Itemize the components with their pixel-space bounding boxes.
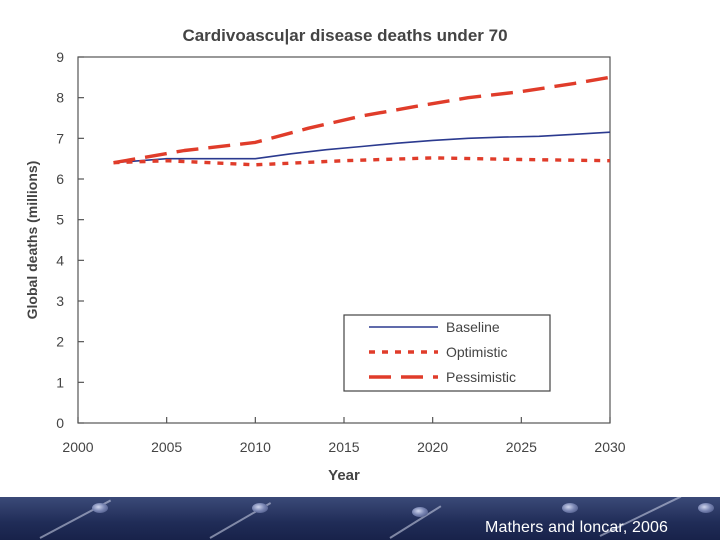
legend-label-baseline: Baseline xyxy=(446,319,500,335)
y-axis-label: Global deaths (millions) xyxy=(24,161,40,320)
y-tick-label: 1 xyxy=(56,374,64,390)
x-tick-label: 2030 xyxy=(594,439,625,455)
y-tick-label: 2 xyxy=(56,334,64,350)
series-line-baseline xyxy=(113,131,611,164)
y-tick-label: 5 xyxy=(56,212,64,228)
y-tick-label: 4 xyxy=(56,252,64,268)
chart-title: Cardivoascu|ar disease deaths under 70 xyxy=(182,26,507,45)
x-tick-label: 2020 xyxy=(417,439,448,455)
y-tick-label: 0 xyxy=(56,415,64,431)
series-line-optimistic xyxy=(113,156,611,167)
y-tick-label: 8 xyxy=(56,90,64,106)
y-tick-label: 6 xyxy=(56,171,64,187)
legend: Baseline Optimistic Pessimistic xyxy=(343,314,551,392)
x-axis: 2000 2005 2010 2015 2020 2025 2030 xyxy=(62,417,626,455)
series-line-pessimistic xyxy=(113,75,611,165)
citation: Mathers and loncar, 2006 xyxy=(485,519,668,536)
x-axis-label: Year xyxy=(328,467,360,484)
x-tick-label: 2005 xyxy=(151,439,182,455)
chart: Cardivoascu|ar disease deaths under 70 0… xyxy=(24,26,626,484)
legend-label-pessimistic: Pessimistic xyxy=(446,369,516,385)
series-group xyxy=(113,75,611,167)
decor-dot xyxy=(252,503,268,513)
x-tick-label: 2010 xyxy=(240,439,271,455)
decor-dot xyxy=(562,503,578,513)
y-tick-label: 9 xyxy=(56,49,64,65)
y-tick-label: 3 xyxy=(56,293,64,309)
x-tick-label: 2000 xyxy=(62,439,93,455)
footer-band xyxy=(0,497,720,540)
y-axis: 0 1 2 3 4 5 6 7 8 9 xyxy=(56,49,84,431)
x-tick-label: 2025 xyxy=(506,439,537,455)
decor-dot xyxy=(412,507,428,517)
decor-dot xyxy=(92,503,108,513)
x-tick-label: 2015 xyxy=(328,439,359,455)
decor-dot xyxy=(698,503,714,513)
legend-label-optimistic: Optimistic xyxy=(446,344,507,360)
y-tick-label: 7 xyxy=(56,130,64,146)
